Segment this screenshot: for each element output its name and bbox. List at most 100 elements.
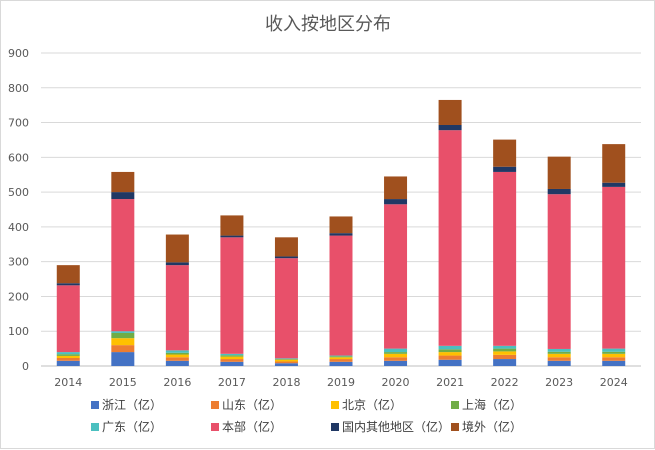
bar-segment xyxy=(220,355,244,357)
bar-segment xyxy=(384,348,408,353)
bars xyxy=(56,99,626,366)
bar-segment xyxy=(165,350,189,353)
bar-segment xyxy=(493,354,517,360)
legend-label: 广东（亿） xyxy=(102,419,162,434)
bar-segment xyxy=(547,351,571,354)
legend: 浙江（亿） 山东（亿） 北京（亿） 上海（亿） 广东（亿） 本部（亿） 国内其他地区（亿） 境… xyxy=(91,397,522,434)
bar-segment xyxy=(384,352,408,354)
bar-segment xyxy=(329,356,353,358)
legend-swatch xyxy=(91,423,99,431)
x-tick-label: 2023 xyxy=(545,376,573,389)
bar-segment xyxy=(329,359,353,362)
bar-segment xyxy=(493,351,517,355)
legend-label: 山东（亿） xyxy=(222,397,282,412)
bar-segment xyxy=(274,359,298,360)
bar-segment xyxy=(384,353,408,358)
bar-segment xyxy=(274,359,298,362)
bar-segment xyxy=(493,348,517,352)
bar-segment xyxy=(602,348,626,352)
bar-segment xyxy=(547,156,571,189)
legend-swatch xyxy=(211,423,219,431)
bar-segment xyxy=(56,360,80,366)
x-tick-label: 2019 xyxy=(327,376,355,389)
bar-segment xyxy=(329,216,353,234)
legend-label: 上海（亿） xyxy=(462,397,522,412)
chart-title: 收入按地区分布 xyxy=(265,14,391,35)
bar-segment xyxy=(602,360,626,366)
bar-segment xyxy=(165,360,189,366)
bar-segment xyxy=(220,353,244,356)
x-tick-label: 2024 xyxy=(600,376,628,389)
y-tick-label: 600 xyxy=(8,151,29,164)
bar-segment xyxy=(220,235,244,238)
bar-segment xyxy=(111,192,135,200)
x-tick-label: 2016 xyxy=(163,376,191,389)
bar-segment xyxy=(384,204,408,349)
bar-segment xyxy=(56,285,80,353)
x-axis-ticks: 2014 2015 2016 2017 2018 2019 2020 2021 2022 2023… xyxy=(54,376,627,389)
y-tick-label: 800 xyxy=(8,82,29,95)
legend-label: 北京（亿） xyxy=(342,397,402,412)
bar-segment xyxy=(329,355,353,357)
bar-segment xyxy=(220,361,244,366)
x-tick-label: 2015 xyxy=(109,376,137,389)
bar-segment xyxy=(56,355,80,359)
legend-swatch xyxy=(211,401,219,409)
legend-label: 境外（亿） xyxy=(462,419,522,434)
bar-segment xyxy=(547,360,571,366)
y-tick-label: 700 xyxy=(8,117,29,130)
bar-segment xyxy=(547,188,571,195)
bar-segment xyxy=(493,171,517,346)
x-tick-label: 2017 xyxy=(218,376,246,389)
legend-swatch xyxy=(451,423,459,431)
bar-segment xyxy=(220,356,244,360)
bar-segment xyxy=(220,215,244,236)
bar-segment xyxy=(111,199,135,332)
bar-segment xyxy=(438,345,462,350)
legend-swatch xyxy=(451,401,459,409)
x-tick-label: 2018 xyxy=(272,376,300,389)
bar-segment xyxy=(384,199,408,205)
bar-segment xyxy=(547,194,571,349)
bar-segment xyxy=(56,283,80,286)
bar-segment xyxy=(56,358,80,361)
y-tick-label: 400 xyxy=(8,221,29,234)
legend-swatch xyxy=(331,423,339,431)
bar-segment xyxy=(547,353,571,358)
bar-segment xyxy=(56,265,80,284)
bar-segment xyxy=(274,256,298,259)
bar-segment xyxy=(329,361,353,366)
bar-segment xyxy=(547,357,571,361)
bar-segment xyxy=(274,237,298,257)
bar-segment xyxy=(493,166,517,172)
bar-segment xyxy=(274,361,298,364)
bar-segment xyxy=(384,357,408,361)
bar-segment xyxy=(165,234,189,263)
bar-segment xyxy=(438,124,462,131)
y-tick-label: 0 xyxy=(22,360,29,373)
bar-segment xyxy=(165,352,189,355)
bar-segment xyxy=(329,233,353,236)
bar-segment xyxy=(165,354,189,358)
bar-segment xyxy=(111,332,135,339)
bar-segment xyxy=(384,176,408,200)
bar-segment xyxy=(602,357,626,361)
bar-segment xyxy=(111,352,135,366)
bar-segment xyxy=(111,338,135,346)
bar-segment xyxy=(274,358,298,360)
bar-segment xyxy=(602,182,626,187)
x-tick-label: 2020 xyxy=(382,376,410,389)
y-tick-label: 100 xyxy=(8,325,29,338)
bar-segment xyxy=(111,171,135,193)
bar-segment xyxy=(493,359,517,366)
bar-segment xyxy=(493,345,517,349)
bar-segment xyxy=(438,359,462,366)
bar-segment xyxy=(438,349,462,353)
bar-segment xyxy=(329,357,353,360)
x-tick-label: 2014 xyxy=(54,376,82,389)
bar-segment xyxy=(438,355,462,360)
bar-segment xyxy=(438,99,462,125)
bar-segment xyxy=(56,354,80,356)
